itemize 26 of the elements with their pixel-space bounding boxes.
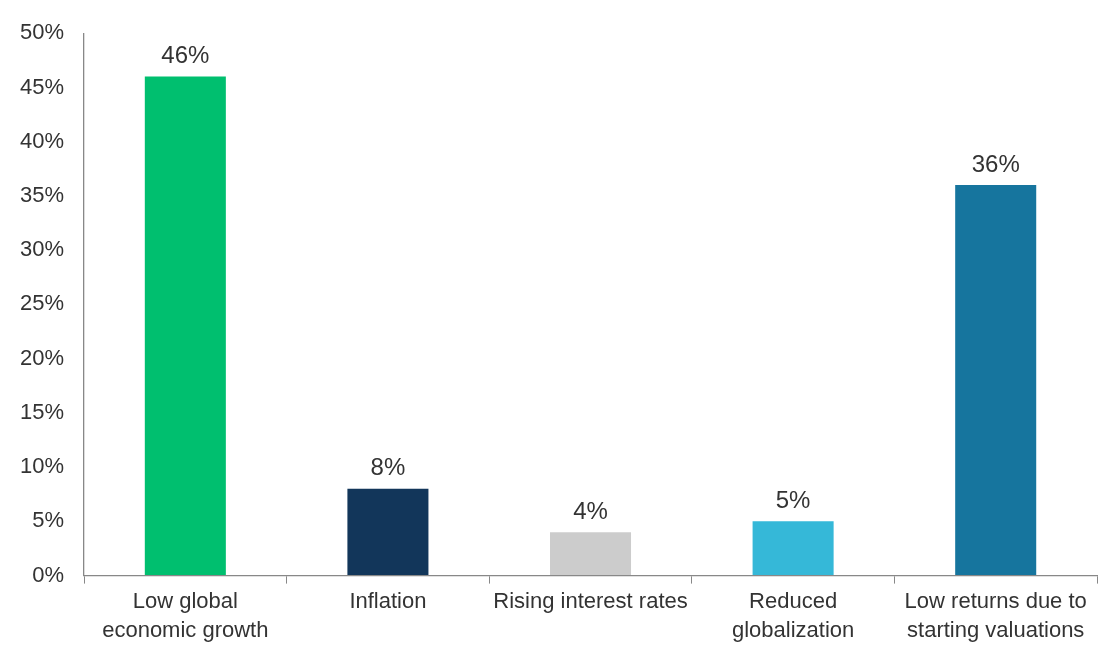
x-tick-label: Rising interest rates	[493, 587, 688, 613]
y-tick-label: 40%	[19, 127, 65, 153]
x-tick-label: Inflation	[349, 587, 427, 613]
data-label: 46%	[161, 41, 210, 69]
data-label: 36%	[971, 149, 1020, 177]
bar	[144, 76, 226, 576]
y-tick-label: 30%	[19, 236, 65, 262]
y-tick-label: 10%	[19, 453, 65, 479]
data-label: 5%	[775, 485, 811, 513]
x-tick-label: Low global economic growth	[102, 587, 269, 643]
y-tick-label: 20%	[19, 344, 65, 370]
y-tick-label: 45%	[19, 73, 65, 99]
y-tick-label: 15%	[19, 398, 65, 424]
y-tick-label: 35%	[19, 181, 65, 207]
y-tick-label: 0%	[32, 561, 65, 587]
y-tick-label: 25%	[19, 290, 65, 316]
bar	[347, 488, 429, 576]
data-label: 4%	[573, 496, 608, 524]
y-tick-label: 50%	[19, 19, 65, 45]
y-tick-label: 5%	[32, 507, 65, 533]
bar	[955, 185, 1037, 576]
x-tick-label: Reduced globalization	[731, 587, 855, 643]
data-label: 8%	[370, 453, 406, 481]
bar	[752, 521, 834, 576]
x-tick-label: Low returns due to starting valuations	[904, 587, 1087, 643]
bar	[550, 532, 632, 576]
